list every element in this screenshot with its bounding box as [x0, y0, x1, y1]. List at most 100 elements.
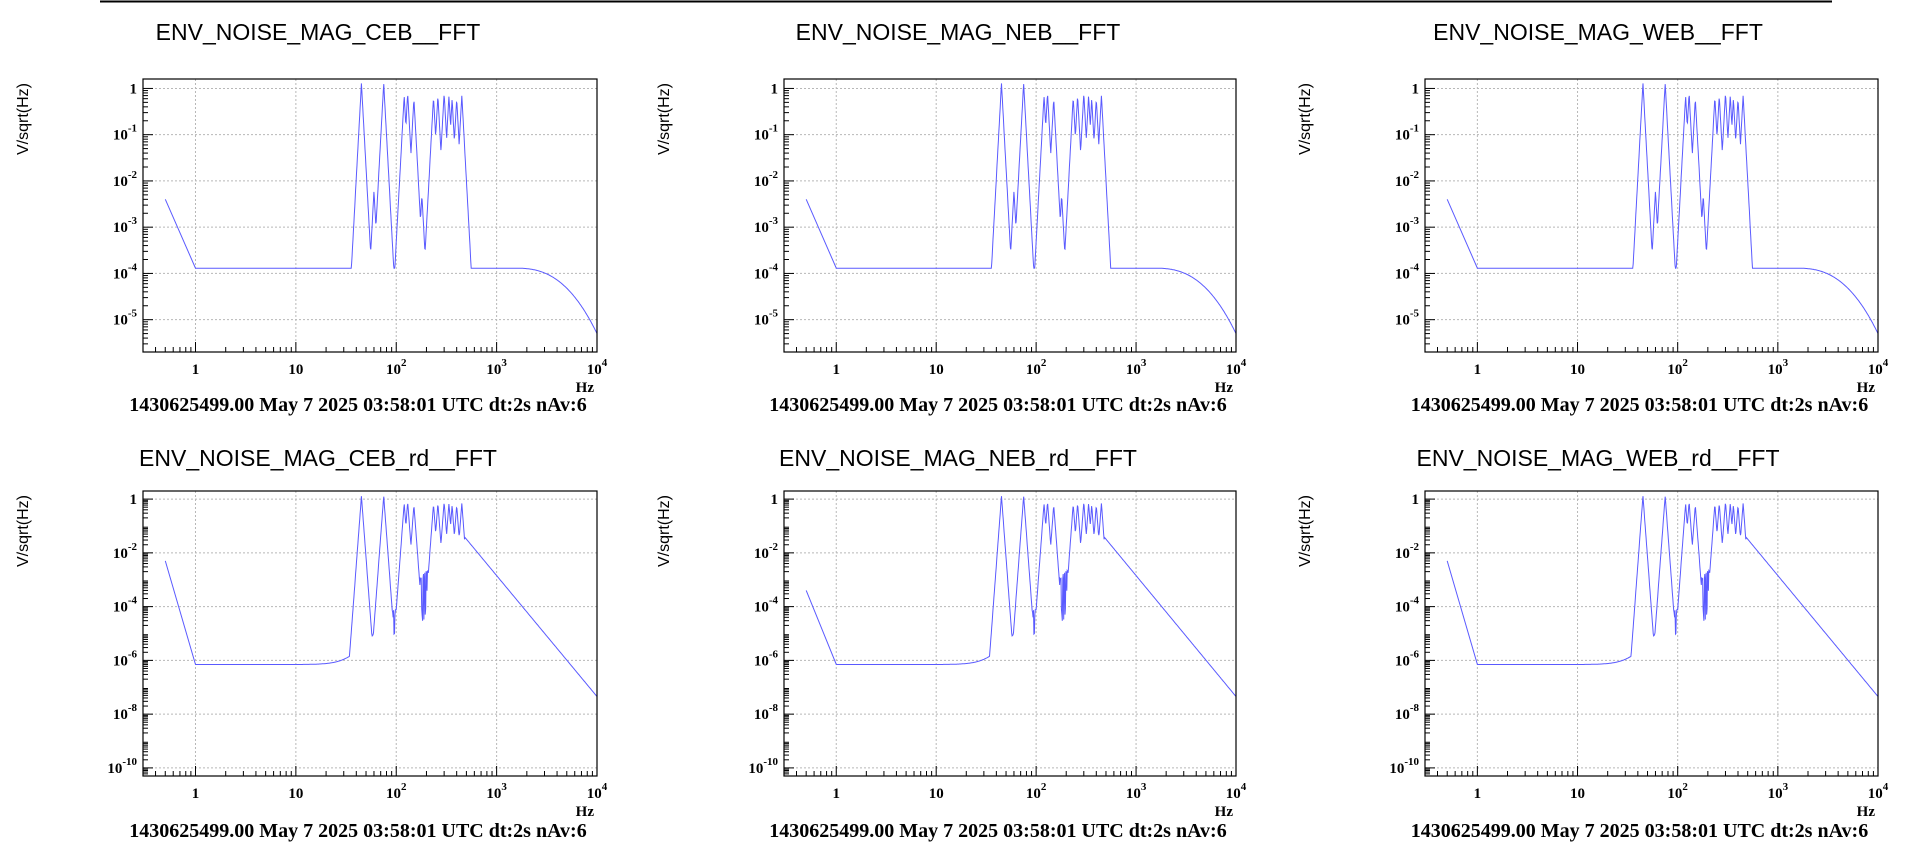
x-tick-label: 102 — [1667, 781, 1688, 802]
x-tick-label: 103 — [486, 781, 507, 802]
plot-frame — [142, 78, 598, 353]
x-axis-label: Hz — [1857, 380, 1876, 396]
fft-panel-6: ENV_NOISE_MAG_WEB_rd__FFT 1 10 102 103 104 1 10… — [1297, 445, 1889, 842]
y-axis-label: V/sqrt(Hz) — [15, 495, 32, 567]
x-tick-label: 10 — [1570, 786, 1585, 802]
y-tick-label: 1 — [1412, 81, 1420, 97]
y-tick-label: 10-2 — [754, 541, 779, 562]
x-tick-label: 1 — [833, 786, 841, 802]
timestamp-footer: 1430625499.00 May 7 2025 03:58:01 UTC dt… — [1411, 820, 1868, 842]
plot-frame — [783, 490, 1237, 777]
spectrum-trace — [164, 83, 598, 334]
y-tick-label: 10-10 — [107, 756, 137, 777]
x-tick-label: 104 — [587, 357, 608, 378]
spectrum-trace — [1446, 83, 1879, 334]
y-tick-label: 10-5 — [113, 308, 138, 329]
y-tick-label: 1 — [130, 492, 138, 508]
timestamp-footer: 1430625499.00 May 7 2025 03:58:01 UTC dt… — [769, 820, 1226, 842]
x-axis-label: Hz — [1215, 804, 1234, 820]
x-tick-label: 102 — [386, 357, 407, 378]
y-tick-label: 10-5 — [754, 308, 779, 329]
y-tick-label: 10-3 — [1395, 215, 1420, 236]
x-axis-label: Hz — [1215, 380, 1234, 396]
y-axis-label: V/sqrt(Hz) — [1297, 83, 1314, 155]
y-tick-label: 10-6 — [754, 648, 779, 669]
spectrum-trace — [805, 496, 1237, 697]
x-tick-label: 10 — [288, 362, 303, 378]
x-tick-label: 104 — [1226, 357, 1247, 378]
plot-frame — [142, 490, 598, 777]
x-tick-label: 10 — [929, 362, 944, 378]
y-tick-label: 10-4 — [754, 261, 779, 282]
y-axis-label: V/sqrt(Hz) — [15, 83, 32, 155]
x-tick-label: 1 — [192, 786, 200, 802]
x-tick-label: 103 — [1126, 357, 1147, 378]
chart-title: ENV_NOISE_MAG_NEB_rd__FFT — [779, 445, 1137, 471]
fft-panel-1: ENV_NOISE_MAG_CEB__FFT 1 10 102 103 104 1 10-1 1… — [15, 19, 608, 416]
y-tick-label: 10-1 — [1395, 123, 1419, 144]
y-tick-label: 10-3 — [754, 215, 779, 236]
chart-title: ENV_NOISE_MAG_WEB__FFT — [1433, 19, 1763, 45]
plot-frame — [783, 78, 1237, 353]
x-tick-label: 1 — [192, 362, 200, 378]
y-axis-label: V/sqrt(Hz) — [1297, 495, 1314, 567]
x-tick-label: 1 — [1474, 786, 1482, 802]
y-tick-label: 10-3 — [113, 215, 138, 236]
chart-title: ENV_NOISE_MAG_CEB__FFT — [156, 19, 481, 45]
x-tick-label: 104 — [1868, 781, 1889, 802]
spectrum-trace — [1446, 496, 1879, 697]
x-tick-label: 102 — [386, 781, 407, 802]
x-tick-label: 103 — [486, 357, 507, 378]
y-tick-label: 10-1 — [754, 123, 778, 144]
x-tick-label: 10 — [1570, 362, 1585, 378]
y-tick-label: 10-2 — [113, 169, 138, 190]
x-tick-label: 103 — [1768, 357, 1789, 378]
y-tick-label: 10-2 — [754, 169, 779, 190]
fft-panel-5: ENV_NOISE_MAG_NEB_rd__FFT 1 10 102 103 104 1 10… — [656, 445, 1247, 842]
x-axis-label: Hz — [1857, 804, 1876, 820]
y-tick-label: 10-10 — [748, 756, 778, 777]
timestamp-footer: 1430625499.00 May 7 2025 03:58:01 UTC dt… — [129, 394, 586, 416]
x-tick-label: 10 — [288, 786, 303, 802]
y-tick-label: 10-8 — [754, 702, 779, 723]
y-tick-label: 10-4 — [1395, 261, 1420, 282]
y-axis-label: V/sqrt(Hz) — [656, 495, 673, 567]
y-tick-label: 10-8 — [1395, 702, 1420, 723]
chart-title: ENV_NOISE_MAG_WEB_rd__FFT — [1417, 445, 1780, 471]
y-tick-label: 10-8 — [113, 702, 138, 723]
y-tick-label: 10-4 — [1395, 595, 1420, 616]
y-tick-label: 10-2 — [113, 541, 138, 562]
y-tick-label: 1 — [771, 492, 779, 508]
spectrum-trace — [164, 496, 598, 697]
y-tick-label: 1 — [771, 81, 779, 97]
y-tick-label: 10-2 — [1395, 541, 1420, 562]
y-tick-label: 10-1 — [113, 123, 137, 144]
x-tick-label: 104 — [1868, 357, 1889, 378]
x-tick-label: 1 — [833, 362, 841, 378]
spectrum-trace — [805, 83, 1237, 334]
x-tick-label: 103 — [1126, 781, 1147, 802]
y-axis-label: V/sqrt(Hz) — [656, 83, 673, 155]
timestamp-footer: 1430625499.00 May 7 2025 03:58:01 UTC dt… — [1411, 394, 1868, 416]
x-tick-label: 10 — [929, 786, 944, 802]
y-tick-label: 10-6 — [113, 648, 138, 669]
y-tick-label: 1 — [1412, 492, 1420, 508]
fft-panel-4: ENV_NOISE_MAG_CEB_rd__FFT 1 10 102 103 104 1 10… — [15, 445, 608, 842]
x-tick-label: 102 — [1026, 357, 1047, 378]
y-tick-label: 1 — [130, 81, 138, 97]
y-tick-label: 10-4 — [113, 595, 138, 616]
y-tick-label: 10-4 — [113, 261, 138, 282]
y-tick-label: 10-5 — [1395, 308, 1420, 329]
x-axis-label: Hz — [576, 804, 595, 820]
plot-frame — [1424, 78, 1879, 353]
x-tick-label: 102 — [1026, 781, 1047, 802]
x-tick-label: 104 — [1226, 781, 1247, 802]
plot-frame — [1424, 490, 1879, 777]
y-tick-label: 10-10 — [1389, 756, 1419, 777]
y-tick-label: 10-6 — [1395, 648, 1420, 669]
y-tick-label: 10-2 — [1395, 169, 1420, 190]
fft-panel-2: ENV_NOISE_MAG_NEB__FFT 1 10 102 103 104 1 10-1 1… — [656, 19, 1247, 416]
x-tick-label: 1 — [1474, 362, 1482, 378]
chart-title: ENV_NOISE_MAG_CEB_rd__FFT — [139, 445, 497, 471]
